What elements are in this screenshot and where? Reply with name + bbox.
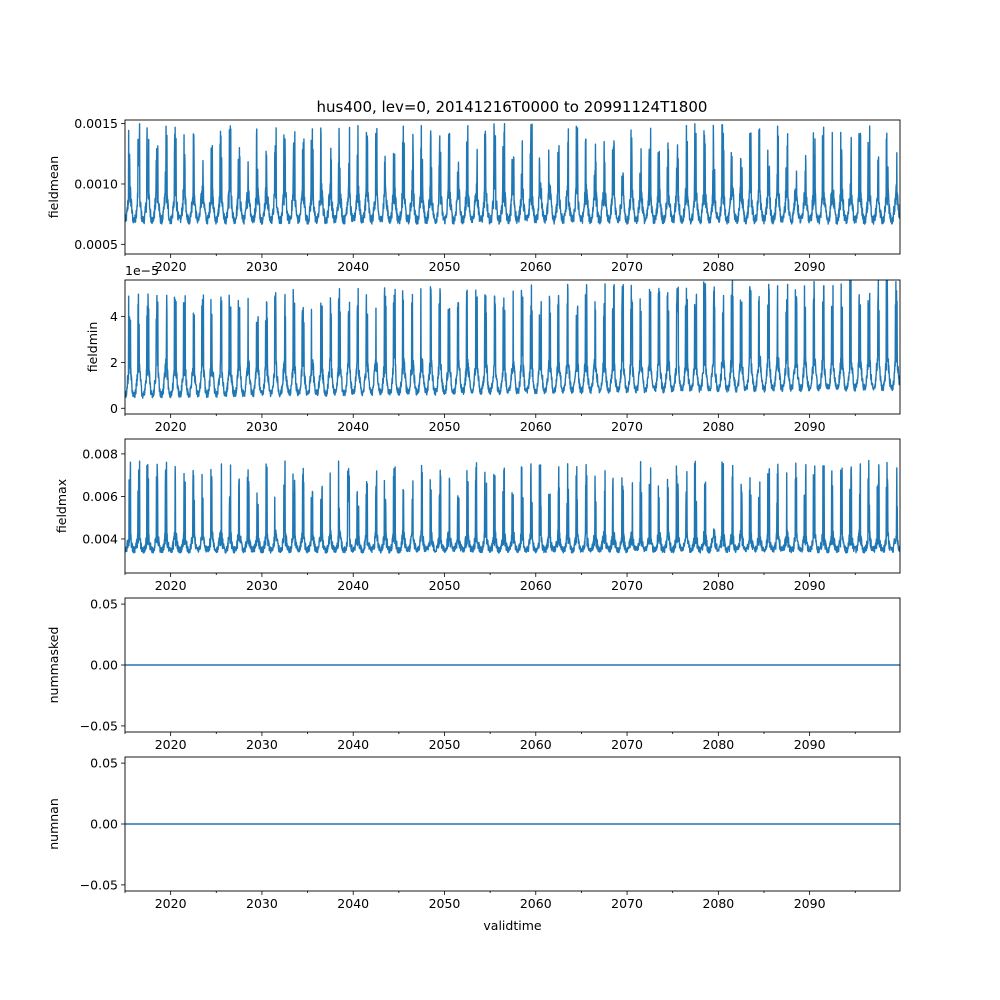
series-line-fieldmin bbox=[125, 280, 900, 399]
x-tick-label: 2070 bbox=[611, 737, 643, 752]
x-tick-label: 2050 bbox=[429, 259, 461, 274]
x-tick-label: 2030 bbox=[246, 896, 278, 911]
series-line-fieldmean bbox=[125, 122, 900, 225]
y-axis-label: numnan bbox=[46, 798, 61, 850]
y-axis-label: fieldmax bbox=[54, 479, 69, 533]
x-tick-label: 2070 bbox=[611, 259, 643, 274]
y-tick-label: 0.0010 bbox=[74, 176, 118, 191]
y-tick-label: −0.05 bbox=[80, 877, 118, 892]
y-tick-label: 0.00 bbox=[90, 658, 118, 673]
x-tick-label: 2090 bbox=[794, 896, 826, 911]
x-tick-label: 2060 bbox=[520, 578, 552, 593]
x-tick-label: 2030 bbox=[246, 259, 278, 274]
y-tick-label: 0.0005 bbox=[74, 237, 118, 252]
subplot-numnan: −0.05 0.00 0.05 numnan 2020 2030 2040 2050 2060 2… bbox=[46, 756, 901, 933]
y-tick-label: 0.004 bbox=[82, 531, 118, 546]
x-tick-label: 2070 bbox=[611, 419, 643, 434]
y-offset-text: 1e−5 bbox=[125, 263, 159, 278]
chart-title: hus400, lev=0, 20141216T0000 to 20991124… bbox=[317, 98, 708, 116]
x-tick-label: 2030 bbox=[246, 578, 278, 593]
series-line-fieldmax bbox=[125, 459, 900, 554]
subplot-fieldmin: 0 2 4 1e−5 fieldmin 2020 2030 2040 2050 2060 2070 2… bbox=[85, 263, 901, 434]
x-tick-label: 2020 bbox=[155, 896, 187, 911]
x-tick-label: 2090 bbox=[794, 578, 826, 593]
x-tick-label: 2020 bbox=[155, 419, 187, 434]
axes-frame bbox=[124, 119, 901, 255]
x-tick-label: 2080 bbox=[702, 259, 734, 274]
x-tick-label: 2060 bbox=[520, 419, 552, 434]
x-tick-label: 2080 bbox=[702, 578, 734, 593]
x-tick-label: 2020 bbox=[155, 259, 187, 274]
x-tick-label: 2050 bbox=[429, 578, 461, 593]
x-tick-label: 2060 bbox=[520, 259, 552, 274]
y-axis-label: fieldmean bbox=[46, 156, 61, 218]
x-tick-label: 2040 bbox=[337, 419, 369, 434]
y-axis-label: fieldmin bbox=[85, 322, 100, 373]
x-tick-label: 2080 bbox=[702, 419, 734, 434]
subplots: 0.0005 0.0010 0.0015 fieldmean 2020 2030 2040 2… bbox=[46, 116, 901, 933]
subplot-fieldmax: 0.004 0.006 0.008 fieldmax 2020 2030 2040 2050 2… bbox=[54, 438, 901, 593]
x-tick-label: 2080 bbox=[702, 896, 734, 911]
y-tick-label: 0.006 bbox=[82, 489, 118, 504]
x-tick-label: 2050 bbox=[429, 737, 461, 752]
x-tick-label: 2050 bbox=[429, 419, 461, 434]
subplot-fieldmean: 0.0005 0.0010 0.0015 fieldmean 2020 2030 2040 2… bbox=[46, 116, 901, 274]
y-tick-label: 0.0015 bbox=[74, 116, 118, 131]
x-tick-label: 2020 bbox=[155, 737, 187, 752]
axes-frame bbox=[124, 438, 901, 574]
x-tick-label: 2030 bbox=[246, 419, 278, 434]
y-tick-label: 0.00 bbox=[90, 817, 118, 832]
y-tick-label: 2 bbox=[110, 355, 118, 370]
x-tick-label: 2060 bbox=[520, 896, 552, 911]
subplot-nummasked: −0.05 0.00 0.05 nummasked 2020 2030 2040 2050 20… bbox=[46, 597, 901, 752]
y-tick-label: 0.05 bbox=[90, 756, 118, 771]
x-tick-label: 2090 bbox=[794, 737, 826, 752]
x-tick-label: 2090 bbox=[794, 419, 826, 434]
y-tick-label: 4 bbox=[110, 309, 118, 324]
y-tick-label: 0 bbox=[110, 401, 118, 416]
x-tick-label: 2040 bbox=[337, 259, 369, 274]
y-tick-label: 0.008 bbox=[82, 446, 118, 461]
x-axis-label: validtime bbox=[483, 918, 541, 933]
x-tick-label: 2040 bbox=[337, 896, 369, 911]
x-tick-label: 2080 bbox=[702, 737, 734, 752]
x-tick-label: 2070 bbox=[611, 896, 643, 911]
x-tick-label: 2030 bbox=[246, 737, 278, 752]
x-tick-label: 2020 bbox=[155, 578, 187, 593]
y-tick-label: −0.05 bbox=[80, 718, 118, 733]
x-tick-label: 2060 bbox=[520, 737, 552, 752]
x-tick-label: 2090 bbox=[794, 259, 826, 274]
x-tick-label: 2050 bbox=[429, 896, 461, 911]
x-tick-label: 2040 bbox=[337, 737, 369, 752]
y-axis-label: nummasked bbox=[46, 627, 61, 704]
axes-frame bbox=[124, 279, 901, 415]
x-tick-label: 2040 bbox=[337, 578, 369, 593]
y-tick-label: 0.05 bbox=[90, 597, 118, 612]
x-tick-label: 2070 bbox=[611, 578, 643, 593]
